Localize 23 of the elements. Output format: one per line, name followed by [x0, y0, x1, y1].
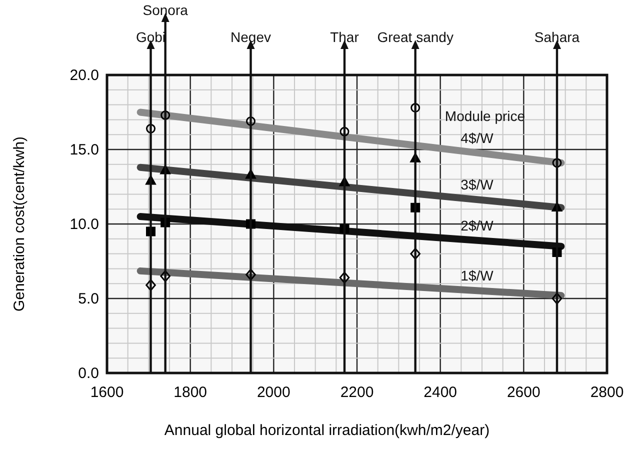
- ref-line-label: Negev: [230, 29, 271, 45]
- y-tick-label: 20.0: [70, 67, 99, 84]
- y-tick-label: 5.0: [78, 290, 99, 308]
- ref-line-label: Great sandy: [377, 29, 454, 45]
- x-tick-label: 2200: [340, 384, 374, 401]
- x-tick-label: 2400: [424, 384, 458, 401]
- ref-line-label: Sonora: [142, 2, 188, 18]
- ref-line-label: Gobi: [136, 29, 166, 45]
- y-tick-label: 10.0: [70, 216, 99, 233]
- x-tick-label: 2600: [506, 384, 540, 401]
- ref-line-label: Thar: [330, 29, 360, 45]
- x-tick-label: 1600: [90, 384, 124, 401]
- series-label: 4$/W: [460, 130, 494, 146]
- x-tick-label: 2000: [256, 384, 290, 401]
- y-tick-label: 0.0: [78, 365, 99, 382]
- x-tick-label: 1800: [174, 384, 208, 401]
- ref-line-label: Sahara: [534, 29, 580, 45]
- x-axis-title: Annual global horizontal irradiation(kwh/m2/year): [164, 422, 490, 439]
- series-label: 3$/W: [460, 176, 494, 193]
- y-axis-title: Generation cost(cent/kwh): [11, 136, 28, 312]
- series-label: 1$/W: [460, 268, 494, 284]
- y-tick-label: 15.0: [70, 142, 99, 158]
- x-tick-label: 2800: [590, 384, 624, 401]
